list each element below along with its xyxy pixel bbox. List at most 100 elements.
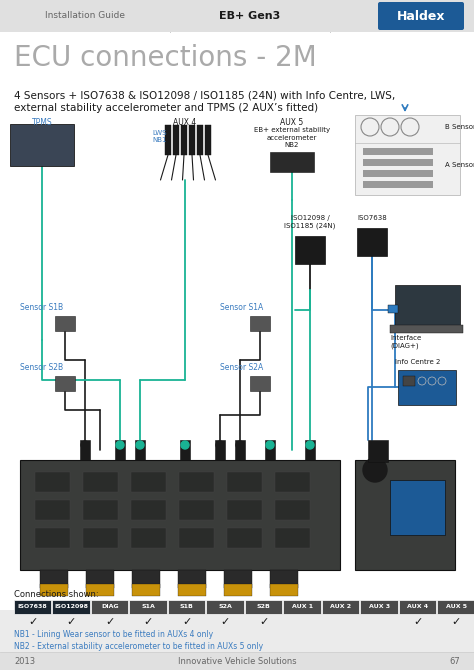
Text: AUX 1: AUX 1 <box>292 604 313 610</box>
Bar <box>363 159 433 166</box>
Text: ECU connections - 2M: ECU connections - 2M <box>14 44 317 72</box>
Bar <box>179 500 214 520</box>
Bar <box>53 600 90 614</box>
Text: DIAG: DIAG <box>101 604 118 610</box>
Text: 4 Sensors + ISO7638 & ISO12098 / ISO1185 (24N) with Info Centre, LWS,: 4 Sensors + ISO7638 & ISO12098 / ISO1185… <box>14 90 395 100</box>
Circle shape <box>81 441 89 449</box>
Text: ✓: ✓ <box>66 617 76 627</box>
Bar <box>275 472 310 492</box>
Bar <box>363 170 433 177</box>
Bar <box>180 440 190 460</box>
Bar <box>224 584 252 596</box>
Bar <box>115 440 125 460</box>
Bar <box>10 124 74 166</box>
Bar <box>178 570 206 588</box>
Text: ✓: ✓ <box>452 617 461 627</box>
Bar <box>275 500 310 520</box>
Bar <box>132 570 160 588</box>
Text: Haldex: Haldex <box>397 9 445 23</box>
Bar <box>80 440 90 460</box>
Text: Installation Guide: Installation Guide <box>45 11 125 21</box>
Text: Sensor S1A: Sensor S1A <box>220 304 263 312</box>
Bar <box>390 325 463 333</box>
Text: EB+ Gen3: EB+ Gen3 <box>219 11 281 21</box>
Bar <box>135 440 145 460</box>
Text: S2B: S2B <box>257 604 271 610</box>
Bar <box>368 440 388 462</box>
Bar <box>131 500 166 520</box>
Text: ISO12098 /
ISO1185 (24N): ISO12098 / ISO1185 (24N) <box>284 215 336 229</box>
Bar <box>388 305 398 313</box>
Bar <box>390 480 445 535</box>
Circle shape <box>266 441 274 449</box>
Bar <box>35 528 70 548</box>
Bar <box>131 528 166 548</box>
Text: AUX 4: AUX 4 <box>407 604 428 610</box>
Circle shape <box>363 458 387 482</box>
Bar <box>250 376 270 391</box>
Bar <box>355 115 460 195</box>
Bar <box>250 316 270 331</box>
Text: external stability accelerometer and TPMS (2 AUX’s fitted): external stability accelerometer and TPM… <box>14 103 318 113</box>
Bar <box>91 600 128 614</box>
Text: ✓: ✓ <box>28 617 37 627</box>
Bar <box>0 32 474 610</box>
Text: Innovative Vehicle Solutions: Innovative Vehicle Solutions <box>178 657 296 665</box>
Bar <box>357 228 387 256</box>
Bar <box>363 181 433 188</box>
Text: NB1 - Lining Wear sensor to be fitted in AUXs 4 only: NB1 - Lining Wear sensor to be fitted in… <box>14 630 213 639</box>
Bar <box>355 460 455 570</box>
Bar <box>83 528 118 548</box>
Bar <box>0 652 474 670</box>
Bar <box>398 370 456 405</box>
Circle shape <box>306 441 314 449</box>
Bar <box>178 584 206 596</box>
Text: ISO7638: ISO7638 <box>18 604 47 610</box>
Bar <box>227 500 262 520</box>
Bar <box>40 570 68 588</box>
Text: EB+ external stability
accelerometer
NB2: EB+ external stability accelerometer NB2 <box>254 127 330 148</box>
Text: B Sensors: B Sensors <box>445 124 474 130</box>
Bar <box>20 460 340 570</box>
Text: ✓: ✓ <box>182 617 191 627</box>
Bar <box>205 125 211 155</box>
Bar <box>403 376 415 386</box>
Text: ✓: ✓ <box>413 617 422 627</box>
Bar <box>14 600 52 614</box>
Text: ISO7638: ISO7638 <box>357 215 387 221</box>
Text: TPMS: TPMS <box>32 118 52 127</box>
FancyBboxPatch shape <box>378 2 464 30</box>
Bar <box>40 584 68 596</box>
Text: AUX 3: AUX 3 <box>369 604 390 610</box>
Text: Sensor S1B: Sensor S1B <box>20 304 63 312</box>
Text: AUX 5: AUX 5 <box>446 604 467 610</box>
Bar <box>363 148 433 155</box>
Text: AUX 2: AUX 2 <box>330 604 351 610</box>
Text: S1B: S1B <box>180 604 194 610</box>
Circle shape <box>236 441 244 449</box>
Bar <box>132 584 160 596</box>
Bar <box>35 472 70 492</box>
Bar <box>179 472 214 492</box>
Bar <box>399 600 437 614</box>
Bar <box>245 600 283 614</box>
Bar <box>168 600 206 614</box>
Text: ✓: ✓ <box>259 617 268 627</box>
Text: Info Centre 2: Info Centre 2 <box>395 359 440 365</box>
Circle shape <box>136 441 144 449</box>
Bar <box>395 285 460 325</box>
Bar <box>0 0 474 32</box>
Text: 2013: 2013 <box>14 657 35 665</box>
Bar <box>86 570 114 588</box>
Bar <box>227 472 262 492</box>
Bar <box>283 600 321 614</box>
Text: Connections shown:: Connections shown: <box>14 590 99 599</box>
Bar <box>35 500 70 520</box>
Bar <box>165 125 171 155</box>
Bar <box>129 600 167 614</box>
Text: ✓: ✓ <box>144 617 153 627</box>
Bar <box>215 440 225 460</box>
Bar <box>295 236 325 264</box>
Bar <box>86 584 114 596</box>
Bar <box>270 584 298 596</box>
